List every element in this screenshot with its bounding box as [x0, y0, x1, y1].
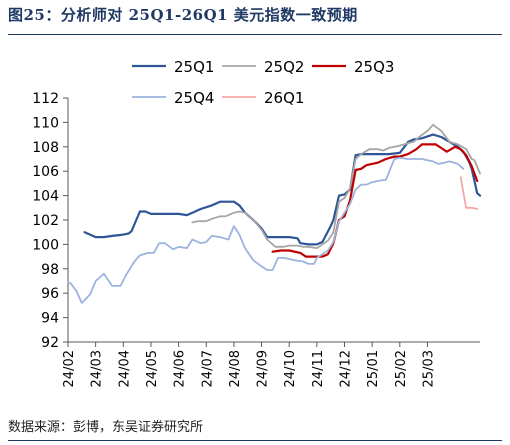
y-tick-label: 104: [32, 189, 59, 205]
y-tick-label: 98: [41, 262, 59, 278]
y-tick-label: 96: [41, 286, 59, 302]
y-axis: 92 94 96 98 100 102 104 106 108 110 112: [32, 91, 69, 351]
legend-label: 25Q1: [174, 58, 214, 76]
y-tick-label: 110: [32, 115, 59, 131]
series-line-25q4: [67, 156, 465, 304]
source-note: 数据来源：彭博，东吴证券研究所: [8, 420, 204, 435]
x-tick-label: 24/04: [117, 350, 132, 387]
bottom-divider: [8, 440, 502, 441]
series-line-25q2: [191, 123, 481, 249]
y-tick-label: 106: [32, 164, 59, 180]
legend-label: 26Q1: [264, 89, 304, 107]
x-tick-label: 24/10: [283, 350, 298, 387]
x-tick-label: 24/06: [173, 350, 188, 387]
y-tick-label: 100: [32, 237, 59, 253]
y-tick-label: 112: [32, 91, 59, 107]
x-axis: 24/02 24/03 24/04 24/05 24/06 24/07 24/08 24/09…: [62, 341, 480, 387]
series-line-25q1: [83, 133, 482, 246]
y-tick-label: 108: [32, 140, 59, 156]
x-tick-label: 24/08: [228, 350, 243, 387]
legend-label: 25Q4: [174, 89, 214, 107]
line-chart: 25Q1 25Q2 25Q3 25Q4 26Q1 92 94 96 98 100 102 104 10…: [32, 58, 482, 387]
x-tick-label: 24/09: [256, 350, 271, 387]
legend-label: 25Q3: [354, 58, 394, 76]
x-tick-label: 24/03: [90, 350, 105, 387]
legend-label: 25Q2: [264, 58, 304, 76]
x-tick-label: 25/03: [421, 350, 436, 387]
chart-legend: 25Q1 25Q2 25Q3 25Q4 26Q1: [132, 58, 394, 107]
x-tick-label: 24/05: [145, 350, 160, 387]
figure-title: 图25：分析师对 25Q1-26Q1 美元指数一致预期: [8, 6, 358, 24]
x-tick-label: 24/12: [339, 350, 354, 387]
series-layer: [67, 123, 482, 304]
y-tick-label: 92: [41, 335, 59, 351]
x-tick-label: 25/01: [366, 350, 381, 387]
series-line-25q3: [271, 143, 479, 258]
title-divider: [8, 34, 502, 35]
x-tick-label: 25/02: [394, 350, 409, 387]
y-tick-label: 94: [41, 311, 59, 327]
x-tick-label: 24/11: [311, 350, 326, 387]
y-tick-label: 102: [32, 213, 59, 229]
series-line-26q1: [459, 176, 479, 210]
x-tick-label: 24/07: [200, 350, 215, 387]
x-tick-label: 24/02: [62, 350, 77, 387]
